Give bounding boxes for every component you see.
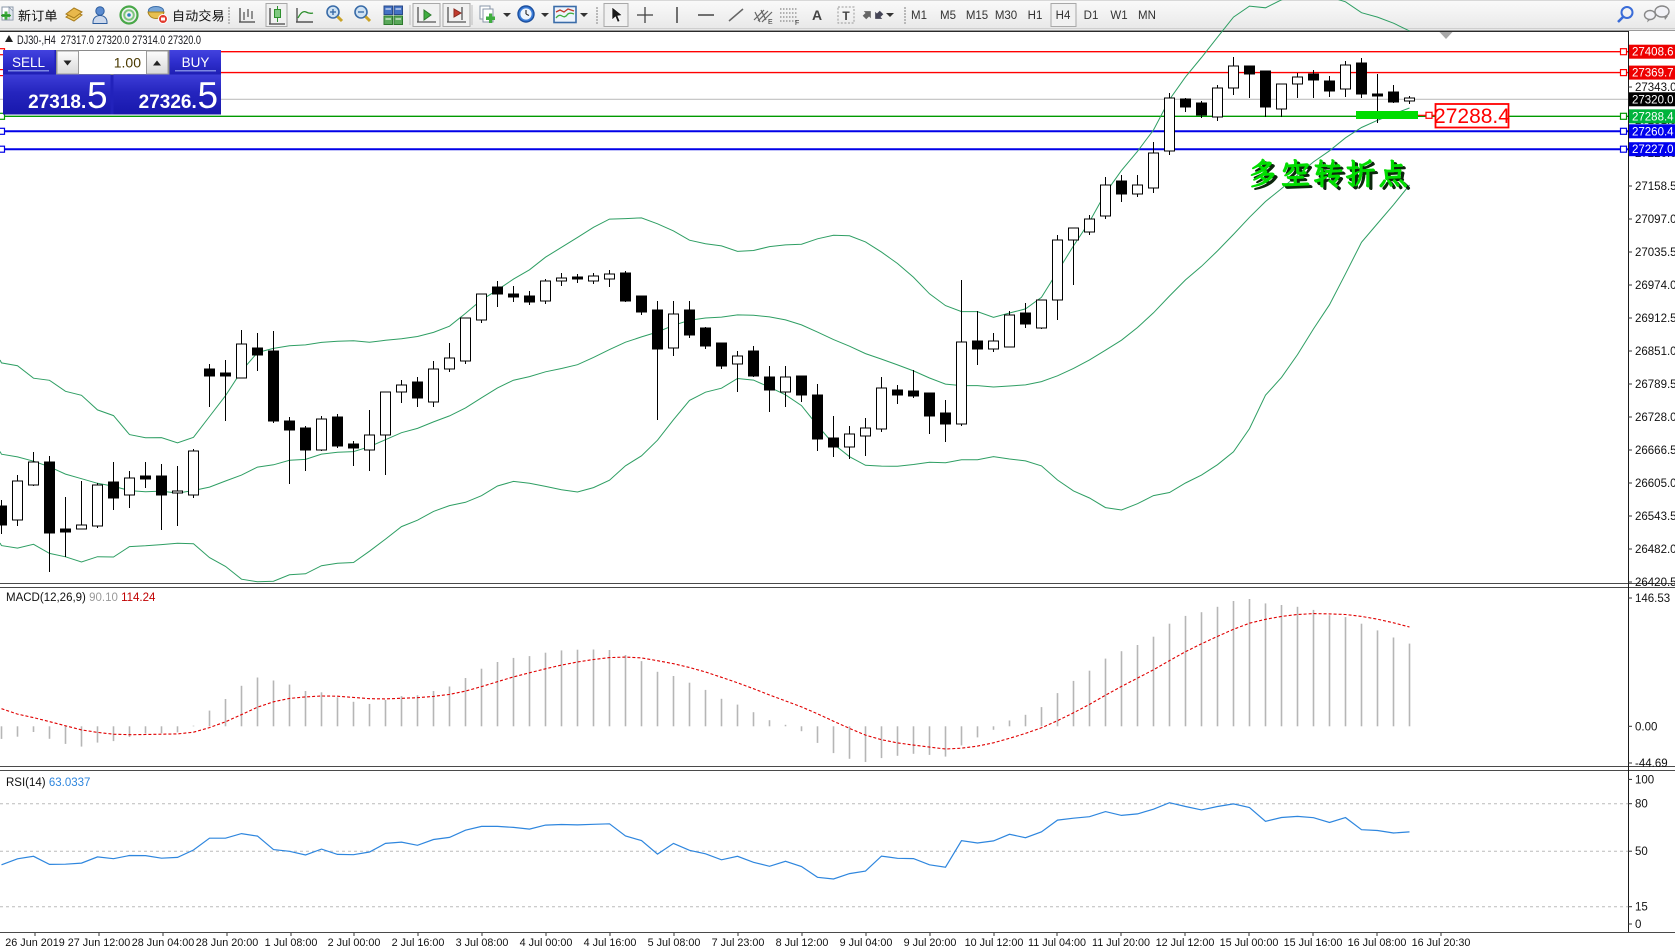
svg-text:M15: M15 [966, 10, 988, 22]
svg-text:.: . [81, 92, 86, 113]
svg-text:M30: M30 [995, 10, 1017, 22]
svg-text:15: 15 [1635, 902, 1648, 914]
svg-text:16 Jul 20:30: 16 Jul 20:30 [1412, 937, 1471, 949]
svg-text:2 Jul 16:00: 2 Jul 16:00 [392, 937, 445, 949]
svg-text:26728.0: 26728.0 [1635, 412, 1675, 424]
svg-text:27 Jun 12:00: 27 Jun 12:00 [68, 937, 130, 949]
svg-text:26666.5: 26666.5 [1635, 445, 1675, 457]
svg-text:M5: M5 [940, 10, 956, 22]
svg-text:1 Jul 08:00: 1 Jul 08:00 [265, 937, 318, 949]
svg-text:3 Jul 08:00: 3 Jul 08:00 [456, 937, 509, 949]
svg-text:26851.0: 26851.0 [1635, 346, 1675, 358]
svg-text:A: A [812, 7, 822, 23]
svg-text:5: 5 [87, 75, 108, 116]
svg-text:26 Jun 2019: 26 Jun 2019 [5, 937, 64, 949]
svg-text:0.00: 0.00 [1635, 721, 1657, 733]
svg-text:8 Jul 12:00: 8 Jul 12:00 [776, 937, 829, 949]
svg-text:10 Jul 12:00: 10 Jul 12:00 [965, 937, 1024, 949]
svg-text:27288.4: 27288.4 [1632, 111, 1674, 123]
svg-text:27227.0: 27227.0 [1632, 144, 1674, 156]
svg-text:MN: MN [1138, 10, 1156, 22]
svg-text:26605.0: 26605.0 [1635, 478, 1675, 490]
svg-text:E: E [768, 19, 773, 26]
svg-text:28 Jun 04:00: 28 Jun 04:00 [132, 937, 194, 949]
svg-text:27318: 27318 [28, 92, 81, 113]
svg-text:-44.69: -44.69 [1635, 758, 1668, 770]
svg-text:27343.0: 27343.0 [1635, 82, 1675, 94]
svg-text:1.00: 1.00 [114, 55, 141, 71]
svg-text:5 Jul 08:00: 5 Jul 08:00 [648, 937, 701, 949]
svg-text:H1: H1 [1028, 10, 1043, 22]
svg-text:9 Jul 04:00: 9 Jul 04:00 [840, 937, 893, 949]
svg-text:2 Jul 00:00: 2 Jul 00:00 [328, 937, 381, 949]
svg-text:H4: H4 [1056, 10, 1071, 22]
svg-text:26789.5: 26789.5 [1635, 379, 1675, 391]
svg-text:SELL: SELL [12, 55, 46, 70]
svg-text:27320.0: 27320.0 [1632, 94, 1674, 106]
svg-text:15 Jul 16:00: 15 Jul 16:00 [1284, 937, 1343, 949]
svg-text:27326: 27326 [139, 92, 192, 113]
svg-text:7 Jul 23:00: 7 Jul 23:00 [712, 937, 765, 949]
svg-text:80: 80 [1635, 799, 1648, 811]
svg-text:D1: D1 [1084, 10, 1099, 22]
svg-text:11 Jul 20:00: 11 Jul 20:00 [1092, 937, 1150, 949]
svg-text:0: 0 [1635, 919, 1641, 931]
svg-text:28 Jun 20:00: 28 Jun 20:00 [196, 937, 258, 949]
svg-text:5: 5 [198, 75, 219, 116]
svg-text:27097.0: 27097.0 [1635, 214, 1675, 226]
svg-text:BUY: BUY [182, 55, 210, 70]
svg-text:T: T [842, 9, 850, 23]
svg-text:27158.5: 27158.5 [1635, 181, 1675, 193]
svg-text:F: F [795, 20, 799, 27]
svg-text:15 Jul 00:00: 15 Jul 00:00 [1220, 937, 1279, 949]
svg-text:MACD(12,26,9) 90.10 114.24: MACD(12,26,9) 90.10 114.24 [6, 592, 156, 604]
svg-text:4 Jul 16:00: 4 Jul 16:00 [584, 937, 637, 949]
svg-text:RSI(14) 63.0337: RSI(14) 63.0337 [6, 777, 90, 789]
svg-text:M1: M1 [911, 10, 927, 22]
svg-text:100: 100 [1635, 774, 1654, 786]
svg-text:26420.5: 26420.5 [1635, 577, 1675, 589]
svg-text:26543.5: 26543.5 [1635, 511, 1675, 523]
svg-text:27369.7: 27369.7 [1632, 68, 1674, 80]
svg-text:27408.6: 27408.6 [1632, 47, 1674, 59]
svg-text:16 Jul 08:00: 16 Jul 08:00 [1348, 937, 1407, 949]
svg-text:27035.5: 27035.5 [1635, 247, 1675, 259]
svg-text:4 Jul 00:00: 4 Jul 00:00 [520, 937, 573, 949]
svg-text:26974.0: 26974.0 [1635, 280, 1675, 292]
svg-text:26912.5: 26912.5 [1635, 313, 1675, 325]
svg-text:27260.4: 27260.4 [1632, 126, 1674, 138]
svg-text:12 Jul 12:00: 12 Jul 12:00 [1156, 937, 1215, 949]
svg-text:DJ30-,H4 27317.0 27320.0 2731: DJ30-,H4 27317.0 27320.0 27314.0 27320.0 [17, 35, 201, 47]
svg-text:9 Jul 20:00: 9 Jul 20:00 [904, 937, 957, 949]
svg-text:W1: W1 [1110, 10, 1127, 22]
svg-text:26482.0: 26482.0 [1635, 544, 1675, 556]
svg-text:11 Jul 04:00: 11 Jul 04:00 [1028, 937, 1086, 949]
svg-text:27288.4: 27288.4 [1434, 105, 1510, 128]
svg-text:50: 50 [1635, 846, 1648, 858]
svg-text:146.53: 146.53 [1635, 593, 1670, 605]
svg-text:.: . [192, 92, 197, 113]
